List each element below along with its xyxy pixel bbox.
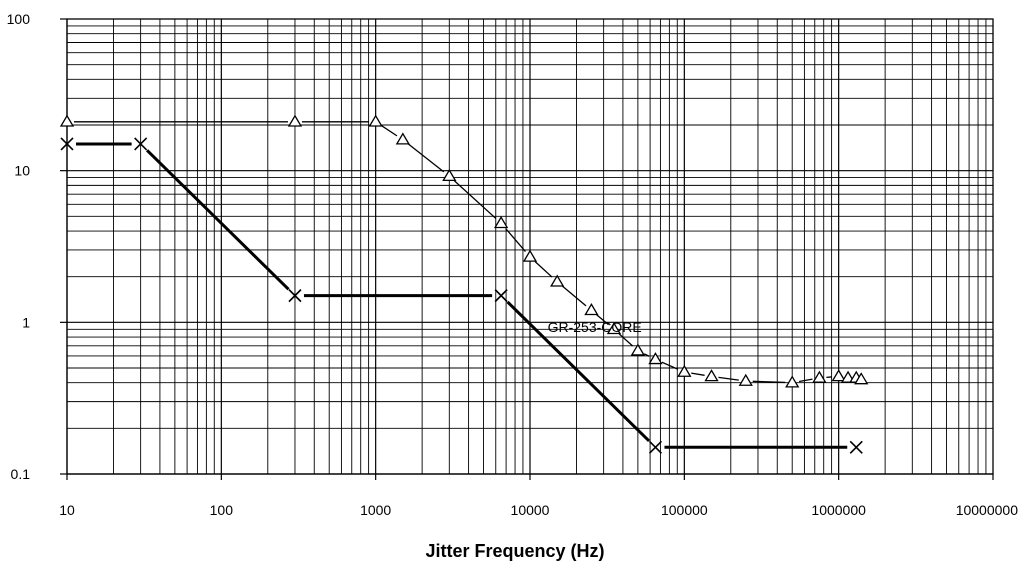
triangle-marker bbox=[395, 132, 410, 145]
measured-line-segment bbox=[505, 228, 526, 253]
triangle-marker bbox=[442, 168, 457, 182]
x-marker bbox=[648, 440, 663, 454]
measured-line-segment bbox=[534, 261, 553, 278]
x-marker bbox=[60, 137, 74, 151]
grid bbox=[66, 19, 993, 475]
x-marker bbox=[134, 137, 148, 151]
measured-line-segment bbox=[407, 143, 445, 173]
y-tick-label: 1 bbox=[22, 314, 30, 330]
limit-line-segment bbox=[146, 149, 290, 291]
annotations: GR-253-CORE bbox=[548, 319, 642, 335]
triangle-marker bbox=[854, 372, 869, 385]
triangle-marker bbox=[738, 373, 753, 386]
measured-line-segment bbox=[691, 372, 705, 376]
measured-line-segment bbox=[562, 285, 587, 307]
triangle-marker bbox=[493, 215, 509, 229]
triangle-marker bbox=[522, 249, 538, 262]
measured-line-segment bbox=[618, 333, 634, 347]
triangle-marker bbox=[785, 375, 800, 388]
triangle-marker bbox=[368, 114, 383, 127]
x-marker bbox=[849, 440, 863, 454]
measured-line-segment bbox=[643, 353, 650, 357]
y-tick-label: 100 bbox=[7, 11, 31, 27]
triangle-marker bbox=[550, 274, 565, 287]
y-tick-label: 10 bbox=[14, 163, 30, 179]
triangle-marker bbox=[677, 364, 692, 377]
measured-line-segment bbox=[661, 361, 679, 370]
x-axis-tick-labels: 10 100 1000 10000 100000 1000000 10000000 bbox=[59, 502, 1018, 518]
x-tick-label: 10000000 bbox=[956, 502, 1019, 518]
measured-line-segment bbox=[718, 376, 739, 381]
triangle-marker bbox=[287, 114, 303, 127]
triangle-marker bbox=[584, 303, 599, 316]
x-tick-label: 100 bbox=[210, 502, 234, 518]
triangle-marker bbox=[606, 321, 622, 335]
triangle-marker bbox=[812, 370, 827, 383]
series-lines bbox=[74, 121, 848, 449]
triangle-marker bbox=[704, 369, 719, 382]
triangle-marker bbox=[648, 352, 663, 365]
measured-line-segment bbox=[752, 380, 786, 384]
x-tick-label: 10000 bbox=[511, 502, 550, 518]
x-axis-label: Jitter Frequency (Hz) bbox=[425, 541, 604, 561]
y-tick-label: 0.1 bbox=[11, 466, 31, 482]
measured-line-segment bbox=[596, 314, 610, 326]
x-tick-label: 1000 bbox=[360, 502, 391, 518]
measured-line-segment bbox=[798, 378, 813, 383]
x-marker bbox=[494, 289, 508, 303]
triangle-marker bbox=[630, 343, 646, 356]
triangle-marker bbox=[59, 114, 75, 127]
series-markers bbox=[59, 114, 869, 454]
y-axis-tick-labels: 0.1 1 10 100 bbox=[7, 11, 31, 482]
triangle-marker bbox=[831, 369, 846, 382]
x-marker bbox=[288, 289, 302, 303]
x-tick-label: 1000000 bbox=[811, 502, 866, 518]
x-tick-label: 100000 bbox=[661, 502, 708, 518]
annotation-label: GR-253-CORE bbox=[548, 319, 642, 335]
plot-frame bbox=[60, 18, 994, 480]
limit-line-segment bbox=[506, 300, 651, 443]
x-tick-label: 10 bbox=[59, 502, 75, 518]
measured-line-segment bbox=[381, 125, 398, 137]
measured-line-segment bbox=[454, 180, 497, 220]
